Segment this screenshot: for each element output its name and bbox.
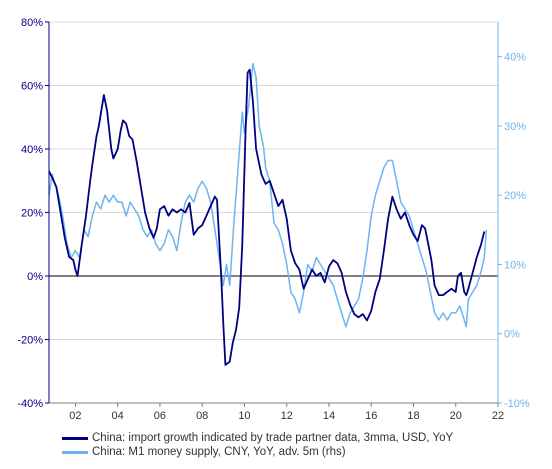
legend-swatch-m1 [62,450,88,454]
series-layer [48,62,488,366]
left-tick-label: 20% [21,208,43,220]
right-tick-label: -10% [504,398,530,410]
legend-item-imports: China: import growth indicated by trade … [62,431,453,445]
series-line-imports [48,68,486,366]
x-tick-label: 22 [492,410,504,422]
x-tick-label: 08 [196,410,208,422]
right-tick-label: 40% [504,52,526,64]
right-tick-label: 0% [504,329,520,341]
left-tick-label: -40% [17,398,43,410]
series-line-m1 [48,62,488,328]
legend-label-m1: China: M1 money supply, CNY, YoY, adv. 5… [92,446,346,458]
left-tick-label: 80% [21,17,43,29]
right-axis-ticks: -10% 0% 10% 20% 30% 40% [498,52,530,410]
x-tick-label: 16 [365,410,377,422]
left-tick-label: 40% [21,144,43,156]
x-tick-label: 12 [281,410,293,422]
left-tick-label: 60% [21,81,43,93]
legend-swatch-imports [62,436,88,440]
x-tick-label: 18 [407,410,419,422]
right-tick-label: 10% [504,259,526,271]
legend-label-imports: China: import growth indicated by trade … [92,432,454,444]
right-tick-label: 20% [504,190,526,202]
left-axis-ticks: -40% -20% 0% 20% 40% 60% 80% [17,17,49,410]
x-tick-label: 14 [323,410,335,422]
x-tick-label: 20 [450,410,462,422]
left-tick-label: -20% [17,335,43,347]
legend: China: import growth indicated by trade … [62,431,453,459]
x-tick-label: 04 [112,410,124,422]
legend-item-m1: China: M1 money supply, CNY, YoY, adv. 5… [62,445,453,459]
right-tick-label: 30% [504,121,526,133]
x-axis-ticks: 02 04 06 08 10 12 14 16 18 20 22 [69,403,504,422]
left-tick-label: 0% [27,271,43,283]
x-tick-label: 06 [154,410,166,422]
x-tick-label: 10 [238,410,250,422]
x-tick-label: 02 [69,410,81,422]
